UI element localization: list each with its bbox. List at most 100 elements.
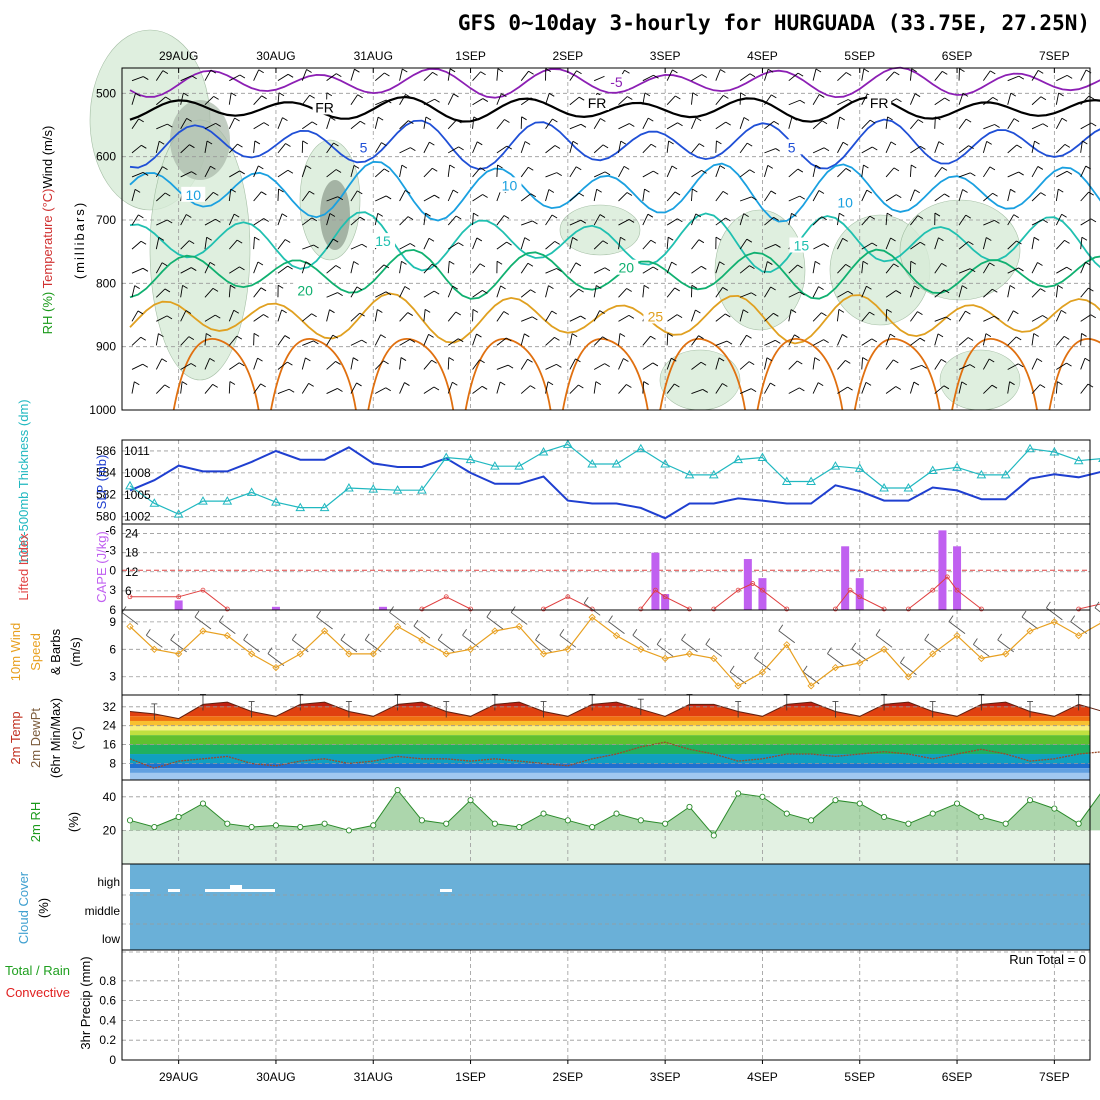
lifted-index-point	[541, 606, 546, 612]
wind10m-point	[1002, 650, 1010, 658]
surface-wind-barbs	[121, 597, 1100, 685]
wind10m-point	[856, 659, 864, 667]
wind10m-point	[588, 613, 596, 621]
lifted-index-line	[908, 576, 982, 610]
thickness-line	[129, 443, 1100, 515]
rh-point	[783, 810, 790, 817]
lifted-index-point	[1076, 606, 1082, 612]
wind10m-point	[977, 654, 986, 663]
isotherm-label: 10	[185, 187, 201, 203]
rh-point	[224, 820, 231, 827]
rh-shade-high	[320, 180, 350, 250]
thickness-point	[611, 458, 622, 468]
bottom-date-label: 31AUG	[354, 1070, 393, 1084]
bottom-date-label: 1SEP	[455, 1070, 486, 1084]
bottom-date-label: 3SEP	[650, 1070, 681, 1084]
isotherm-line	[129, 118, 1100, 171]
precip-ylabel-total: Total / Rain	[5, 963, 70, 978]
lifted-index-point	[711, 606, 717, 612]
run-total: Run Total = 0	[1009, 952, 1086, 967]
rh-point	[832, 797, 839, 804]
rh-point	[345, 827, 352, 834]
lifted-index-point	[224, 606, 230, 612]
isotherm-label: FR	[870, 95, 889, 111]
isotherm-label: 10	[837, 194, 853, 210]
upper-air-ylabel-sub: (millibars)	[72, 201, 87, 279]
wind10m-point	[320, 627, 329, 635]
wind-ylabel-unit: (m/s)	[68, 637, 83, 667]
isotherm-label-bg	[497, 177, 522, 193]
lifted-index-point	[589, 606, 595, 612]
cape-bar	[661, 594, 670, 610]
top-date-label: 6SEP	[942, 49, 973, 63]
wind10m-point	[637, 645, 645, 653]
top-date-label: 4SEP	[747, 49, 778, 63]
surface-isotherm	[1048, 338, 1100, 411]
li-tick: 6	[109, 603, 116, 617]
lifted-index-point	[687, 606, 692, 612]
rh-ylabel-unit: (%)	[66, 812, 81, 832]
thickness-point	[854, 463, 865, 472]
wind10m-line	[129, 616, 1100, 687]
cloud-level-label: low	[102, 932, 120, 946]
pressure-tick: 900	[96, 340, 116, 354]
li-tick: 0	[109, 563, 116, 577]
lifted-index-point	[638, 606, 644, 612]
wind10m-point	[734, 682, 742, 690]
thickness-point	[514, 461, 525, 470]
lifted-index-line	[543, 596, 593, 610]
thickness-point	[635, 443, 646, 453]
rh-point	[126, 817, 134, 824]
wind-ylabel-1: 10m Wind	[8, 623, 23, 682]
thickness-point	[295, 502, 306, 512]
rh-point	[516, 823, 523, 831]
rh-point	[564, 817, 571, 824]
slp-ylabel: SLP (mb)	[94, 455, 109, 510]
cape-bar	[938, 530, 947, 610]
pressure-tick: 1000	[89, 403, 116, 417]
cape-bar	[855, 578, 864, 610]
cape-bar	[651, 552, 660, 610]
upper-air-frame	[121, 67, 1091, 411]
rh-point	[1075, 820, 1082, 827]
rh-fill	[130, 790, 1100, 836]
isotherm-label: 25	[648, 308, 664, 324]
thickness-point	[733, 454, 743, 464]
surface-isotherm	[561, 338, 649, 411]
cape-bar	[174, 600, 183, 610]
lifted-index-point	[653, 587, 658, 593]
rh-shade	[939, 349, 1021, 411]
wind10m-point	[175, 650, 183, 658]
isotherm-label: 5	[788, 139, 796, 155]
cape-tick: 6	[125, 584, 132, 598]
rh-point	[662, 820, 669, 827]
wind-ylabel-3: & Barbs	[48, 628, 63, 675]
li-tick: 3	[109, 583, 116, 597]
lifted-index-point	[881, 606, 887, 612]
rh-point	[443, 820, 450, 827]
rh-point	[881, 813, 888, 821]
thickness-point	[562, 439, 573, 448]
temp-tick: 16	[103, 738, 117, 752]
thickness-point	[1025, 443, 1035, 453]
lifted-index-point	[127, 594, 133, 600]
thickness-point	[587, 458, 598, 468]
top-date-label: 1SEP	[455, 49, 486, 63]
thickness-point	[490, 461, 500, 470]
isotherm-label: 20	[297, 282, 313, 298]
thickness-point	[708, 469, 719, 479]
isotherm-label-bg	[833, 194, 858, 210]
wind10m-point	[491, 627, 499, 635]
cape-tick: 24	[125, 527, 139, 541]
rh-point	[978, 813, 985, 821]
pressure-tick: 600	[96, 150, 116, 164]
precip-tick: 0.6	[99, 994, 116, 1008]
isotherm-label-bg	[312, 99, 337, 115]
rh-point	[856, 800, 863, 807]
wind10m-point	[418, 636, 426, 644]
rh-tick: 40	[103, 790, 117, 804]
top-date-label: 7SEP	[1039, 49, 1070, 63]
isotherm-line	[129, 95, 1100, 123]
bottom-date-label: 6SEP	[942, 1070, 973, 1084]
rh-point	[637, 817, 644, 824]
